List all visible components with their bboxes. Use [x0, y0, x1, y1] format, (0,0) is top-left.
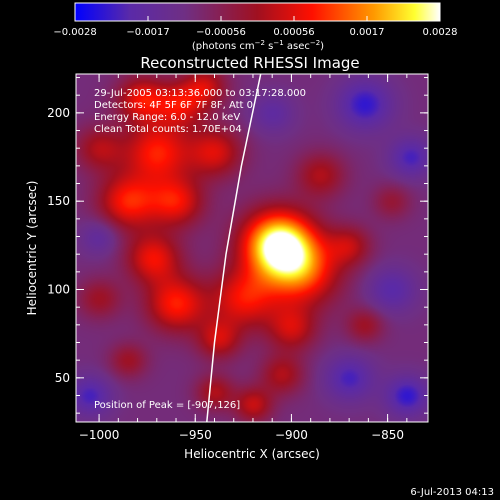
- y-tick-label: 150: [47, 194, 70, 208]
- y-tick-label: 50: [55, 371, 70, 385]
- y-tick-label: 100: [47, 283, 70, 297]
- annotation-counts: Clean Total counts: 1.70E+04: [94, 124, 242, 135]
- colorbar-ticks: −0.0028 −0.0017 −0.00056 0.00056 0.0017 0.002…: [53, 16, 458, 38]
- chart-title: Reconstructed RHESSI Image: [140, 54, 359, 72]
- solar-limb-line: [206, 73, 262, 423]
- annotation-time: 29-Jul-2005 03:13:36.000 to 03:17:28.000: [94, 88, 306, 99]
- y-axis-label: Heliocentric Y (arcsec): [25, 181, 39, 316]
- colorbar-tick-label: −0.00056: [196, 27, 246, 38]
- colorbar-tick-label: 0.0028: [423, 27, 458, 38]
- peak-position-label: Position of Peak = [-907,126]: [94, 400, 240, 411]
- colorbar-tick-label: 0.00056: [273, 27, 314, 38]
- footer-date: 6-Jul-2013 04:13: [410, 487, 494, 498]
- colorbar-tick-label: −0.0028: [53, 27, 96, 38]
- plot-frame: [75, 73, 429, 423]
- x-tick-label: −900: [275, 428, 308, 442]
- x-axis-label: Heliocentric X (arcsec): [184, 447, 320, 461]
- x-tick-label: −1000: [79, 428, 120, 442]
- heatmap-image: [76, 74, 428, 422]
- annotation-block: 29-Jul-2005 03:13:36.000 to 03:17:28.000…: [94, 88, 306, 135]
- y-tick-label: 200: [47, 106, 70, 120]
- x-tick-label: −950: [179, 428, 212, 442]
- axis-ticks: −1000 −950 −900 −850 50 100 150 200: [47, 74, 428, 442]
- annotation-energy: Energy Range: 6.0 - 12.0 keV: [94, 112, 240, 123]
- colorbar-units: (photons cm−2 s−1 asec−2): [192, 39, 324, 52]
- colorbar-tick-label: 0.0017: [350, 27, 385, 38]
- colorbar: [74, 2, 441, 22]
- x-tick-label: −850: [371, 428, 404, 442]
- annotation-detectors: Detectors: 4F 5F 6F 7F 8F, Att 0: [94, 100, 253, 111]
- colorbar-tick-label: −0.0017: [126, 27, 169, 38]
